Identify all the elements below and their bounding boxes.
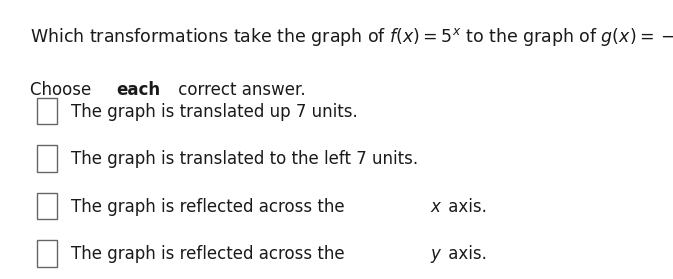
Text: Choose: Choose — [30, 81, 97, 99]
FancyBboxPatch shape — [37, 145, 57, 172]
Text: each: each — [116, 81, 160, 99]
Text: The graph is translated up 7 units.: The graph is translated up 7 units. — [71, 103, 357, 121]
Text: The graph is reflected across the: The graph is reflected across the — [71, 198, 349, 216]
FancyBboxPatch shape — [37, 98, 57, 124]
Text: y: y — [431, 245, 440, 263]
Text: axis.: axis. — [444, 245, 487, 263]
Text: The graph is reflected across the: The graph is reflected across the — [71, 245, 349, 263]
FancyBboxPatch shape — [37, 193, 57, 219]
Text: axis.: axis. — [444, 198, 487, 216]
Text: correct answer.: correct answer. — [173, 81, 306, 99]
Text: x: x — [431, 198, 440, 216]
Text: Which transformations take the graph of $f(x) = 5^x$ to the graph of $g(x) = -5^: Which transformations take the graph of … — [30, 25, 673, 49]
Text: The graph is translated to the left 7 units.: The graph is translated to the left 7 un… — [71, 150, 418, 168]
FancyBboxPatch shape — [37, 240, 57, 266]
